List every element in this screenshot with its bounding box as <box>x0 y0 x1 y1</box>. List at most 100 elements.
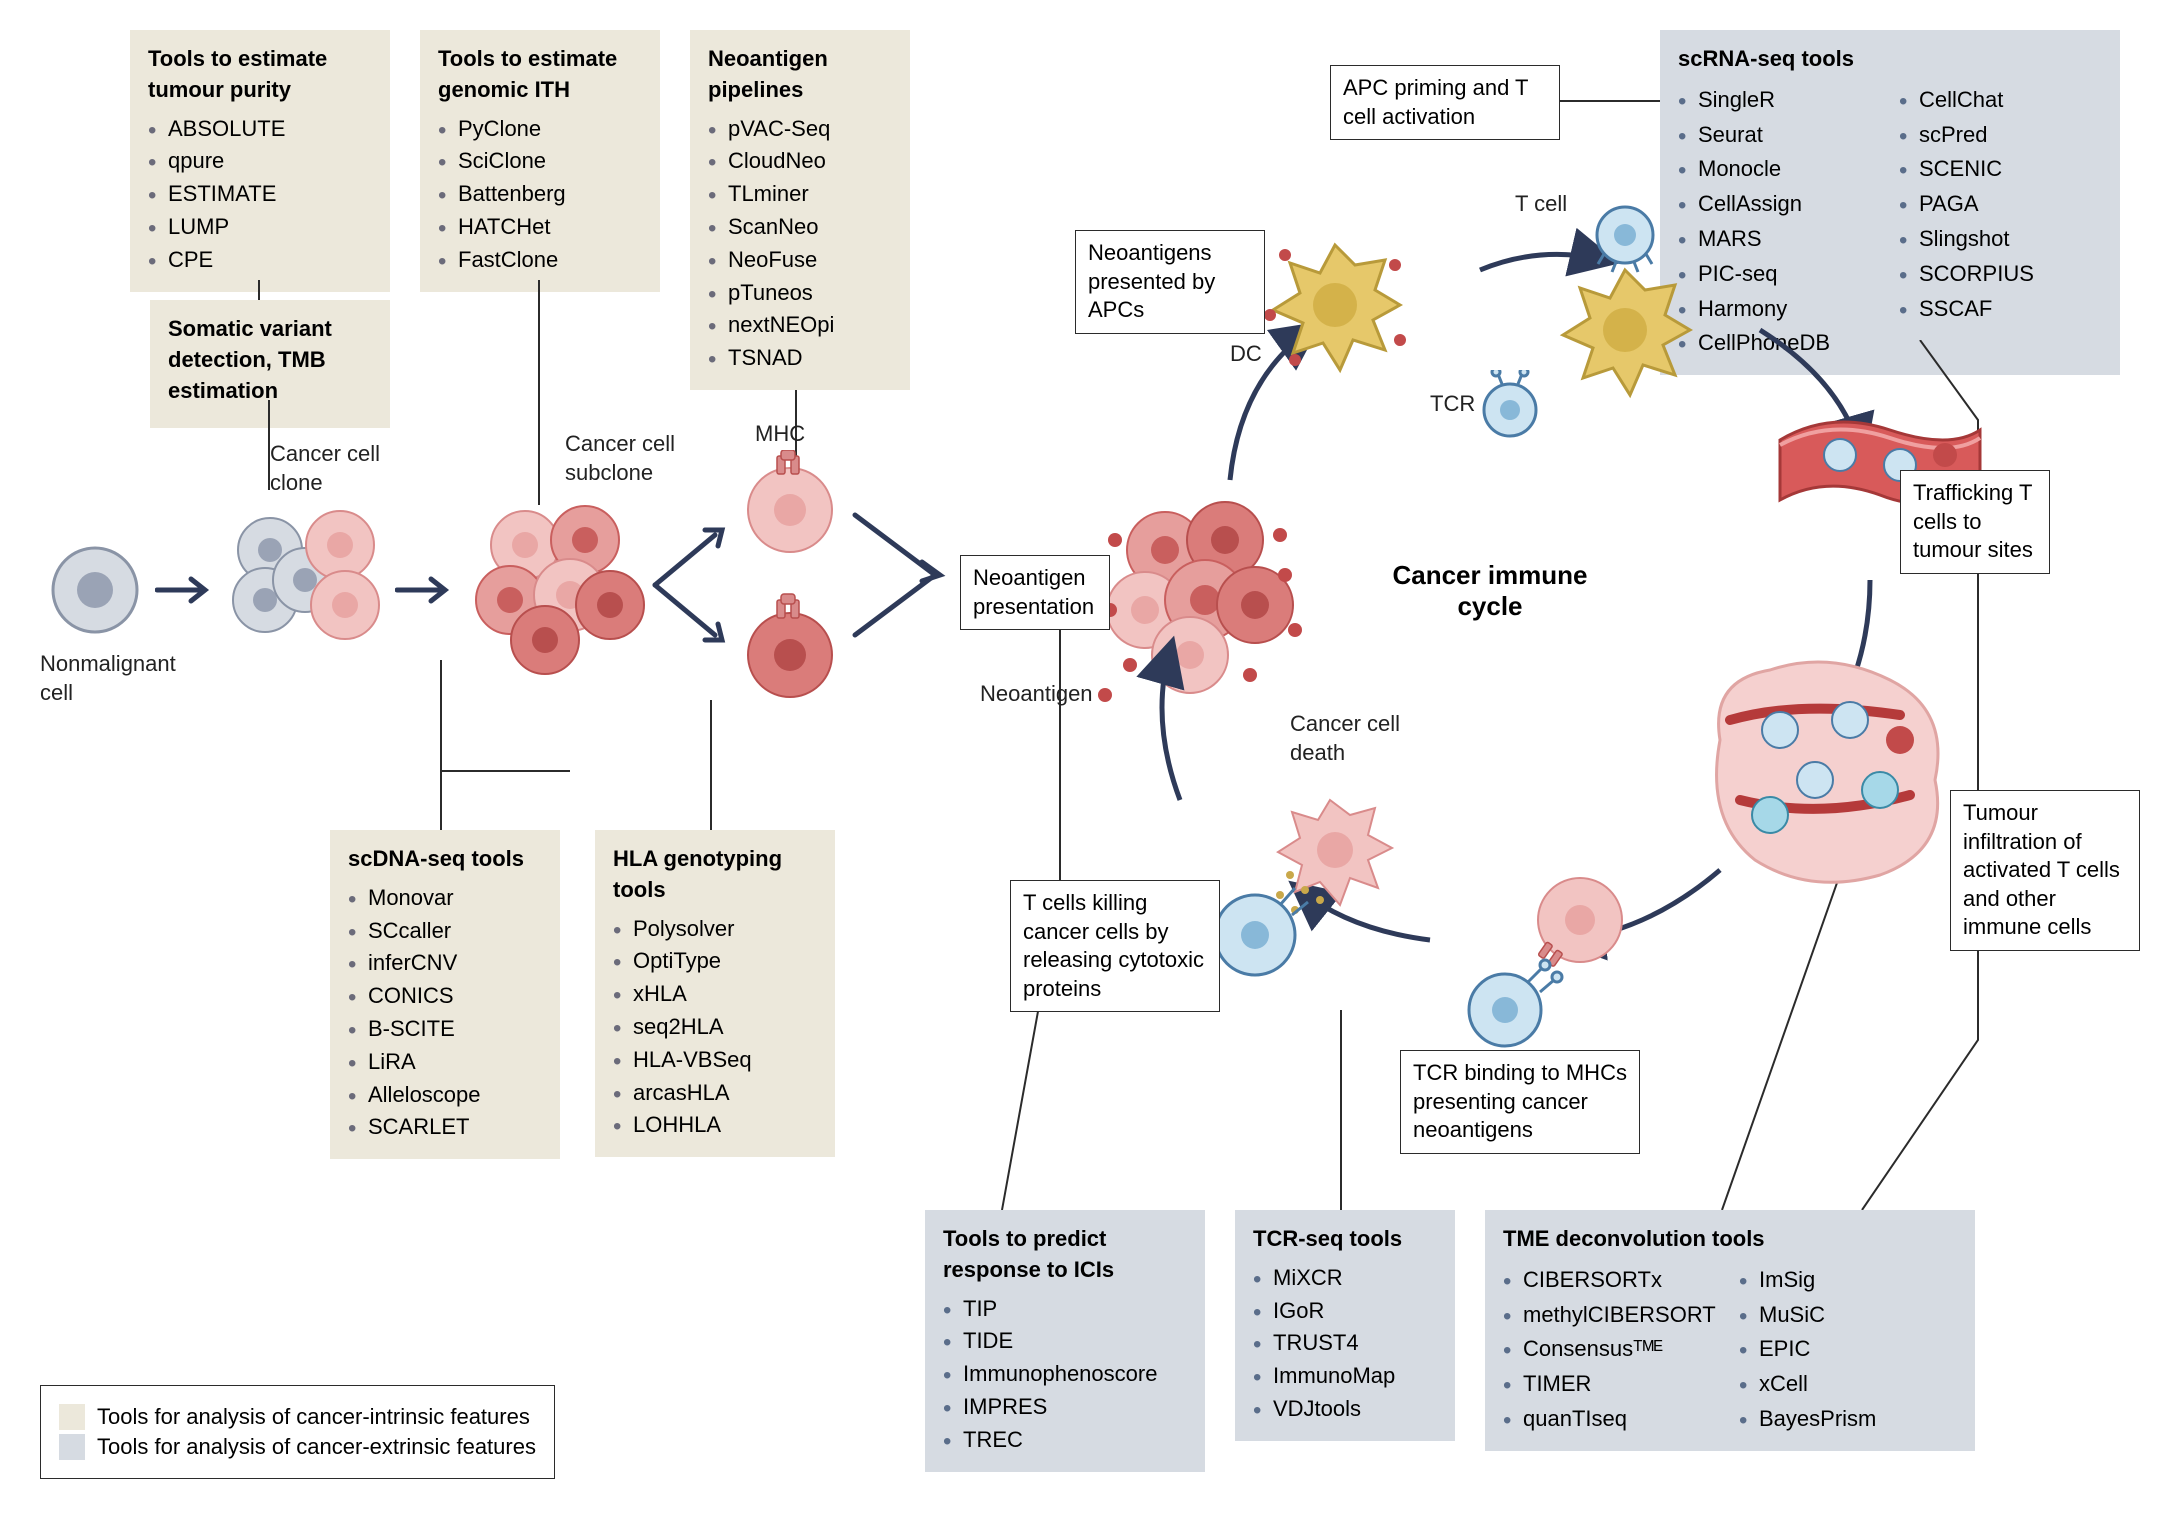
tool-item: CONICS <box>348 981 542 1012</box>
legend-swatch-extrinsic <box>59 1434 85 1460</box>
tool-item: arcasHLA <box>613 1078 817 1109</box>
box-tme-deconvolution: TME deconvolution tools CIBERSORTx ImSig… <box>1485 1210 1975 1451</box>
mhc-cell-icon <box>735 450 845 560</box>
tool-item: quanTIseq <box>1503 1404 1721 1435</box>
box-hla-genotyping: HLA genotyping tools Polysolver OptiType… <box>595 830 835 1157</box>
dendritic-cell-icon <box>1255 225 1415 385</box>
tool-item: SingleR <box>1678 85 1881 116</box>
box-genomic-ith: Tools to estimate genomic ITH PyClone Sc… <box>420 30 660 292</box>
nonmalignant-cell-icon <box>45 540 145 640</box>
tool-item: xHLA <box>613 979 817 1010</box>
box-title: Tools to predict response to ICIs <box>943 1224 1187 1286</box>
label-apc-presented: Neoantigens presented by APCs <box>1075 230 1265 334</box>
tcr-binding-icon <box>1450 870 1640 1060</box>
legend-swatch-intrinsic <box>59 1404 85 1430</box>
label-cancer-death: Cancer cell death <box>1290 710 1430 767</box>
tool-item: TSNAD <box>708 343 892 374</box>
tool-item: seq2HLA <box>613 1012 817 1043</box>
tool-item: MuSiC <box>1739 1300 1957 1331</box>
tool-list: pVAC-Seq CloudNeo TLminer ScanNeo NeoFus… <box>708 114 892 374</box>
tool-item: ScanNeo <box>708 212 892 243</box>
tool-list: PyClone SciClone Battenberg HATCHet Fast… <box>438 114 642 276</box>
box-title: TME deconvolution tools <box>1503 1224 1957 1255</box>
tool-item: NeoFuse <box>708 245 892 276</box>
tool-item: Battenberg <box>438 179 642 210</box>
tool-item: CIBERSORTx <box>1503 1265 1721 1296</box>
tool-item: CloudNeo <box>708 146 892 177</box>
box-title: Tools to estimate genomic ITH <box>438 44 642 106</box>
tool-item: EPIC <box>1739 1334 1957 1365</box>
tool-list: Polysolver OptiType xHLA seq2HLA HLA-VBS… <box>613 914 817 1142</box>
box-title: HLA genotyping tools <box>613 844 817 906</box>
arrow-converge-icon <box>850 490 960 660</box>
tool-item: CellChat <box>1899 85 2102 116</box>
tool-item: ABSOLUTE <box>148 114 372 145</box>
tool-item: Alleloscope <box>348 1080 542 1111</box>
tool-item: pTuneos <box>708 278 892 309</box>
box-neoantigen-pipelines: Neoantigen pipelines pVAC-Seq CloudNeo T… <box>690 30 910 390</box>
tool-list: MiXCR IGoR TRUST4 ImmunoMap VDJtools <box>1253 1263 1437 1425</box>
label-cancer-subclone: Cancer cell subclone <box>565 430 705 487</box>
legend: Tools for analysis of cancer-intrinsic f… <box>40 1385 555 1479</box>
label-killing: T cells killing cancer cells by releasin… <box>1010 880 1220 1012</box>
arrow-diverge-icon <box>650 510 740 660</box>
label-apc-priming: APC priming and T cell activation <box>1330 65 1560 140</box>
label-nonmalignant: Nonmalignant cell <box>40 650 190 707</box>
tool-item: ImSig <box>1739 1265 1957 1296</box>
box-scdna-seq: scDNA-seq tools Monovar SCcaller inferCN… <box>330 830 560 1159</box>
tool-item: methylCIBERSORT <box>1503 1300 1721 1331</box>
legend-label: Tools for analysis of cancer-intrinsic f… <box>97 1404 530 1430</box>
label-tcell: T cell <box>1515 190 1567 219</box>
tool-list: CIBERSORTx ImSig methylCIBERSORT MuSiC C… <box>1503 1263 1957 1437</box>
label-trafficking: Trafficking T cells to tumour sites <box>1900 470 2050 574</box>
connector-line <box>440 770 570 772</box>
label-tcr-binding: TCR binding to MHCs presenting cancer ne… <box>1400 1050 1640 1154</box>
tool-item: LOHHLA <box>613 1110 817 1141</box>
tool-item: SciClone <box>438 146 642 177</box>
tool-item: Polysolver <box>613 914 817 945</box>
tool-item: B-SCITE <box>348 1014 542 1045</box>
tool-item: SCARLET <box>348 1112 542 1143</box>
box-tumour-purity: Tools to estimate tumour purity ABSOLUTE… <box>130 30 390 292</box>
tool-item: CPE <box>148 245 372 276</box>
tool-item: HLA-VBSeq <box>613 1045 817 1076</box>
connector-line <box>710 700 712 830</box>
connector-line <box>538 280 540 505</box>
cancer-subclone-icon <box>460 490 650 680</box>
tool-item: inferCNV <box>348 948 542 979</box>
tool-item: VDJtools <box>1253 1394 1437 1425</box>
tool-item: OptiType <box>613 946 817 977</box>
tumour-infiltration-icon <box>1700 640 1960 900</box>
tool-item: TRUST4 <box>1253 1328 1437 1359</box>
box-ici-response: Tools to predict response to ICIs TIP TI… <box>925 1210 1205 1472</box>
tool-item: pVAC-Seq <box>708 114 892 145</box>
tool-item: PyClone <box>438 114 642 145</box>
box-tcr-seq: TCR-seq tools MiXCR IGoR TRUST4 ImmunoMa… <box>1235 1210 1455 1441</box>
box-title: Tools to estimate tumour purity <box>148 44 372 106</box>
tool-item: TIP <box>943 1294 1187 1325</box>
arrow-icon <box>155 575 215 605</box>
tool-item: LUMP <box>148 212 372 243</box>
tool-item: Consensusᵀᴹᴱ <box>1503 1334 1721 1365</box>
label-dc: DC <box>1230 340 1262 369</box>
tool-item: Immunophenoscore <box>943 1359 1187 1390</box>
tool-item: TREC <box>943 1425 1187 1456</box>
tool-item: SCcaller <box>348 916 542 947</box>
box-title: scRNA-seq tools <box>1678 44 2102 75</box>
box-title: scDNA-seq tools <box>348 844 542 875</box>
tcr-cell-icon <box>1470 370 1550 450</box>
tool-item: TLminer <box>708 179 892 210</box>
connector-line <box>258 280 260 300</box>
tool-item: ImmunoMap <box>1253 1361 1437 1392</box>
tool-item: Monovar <box>348 883 542 914</box>
label-infiltration: Tumour infiltration of activated T cells… <box>1950 790 2140 951</box>
box-title: TCR-seq tools <box>1253 1224 1437 1255</box>
label-mhc: MHC <box>755 420 805 449</box>
tool-item: IGoR <box>1253 1296 1437 1327</box>
tool-list: Monovar SCcaller inferCNV CONICS B-SCITE… <box>348 883 542 1143</box>
tool-item: HATCHet <box>438 212 642 243</box>
arrow-icon <box>395 575 455 605</box>
mhc-cell-dark-icon <box>735 590 845 710</box>
apc-tcell-icon <box>1530 200 1710 400</box>
box-title: Somatic variant detection, TMB estimatio… <box>168 314 372 406</box>
